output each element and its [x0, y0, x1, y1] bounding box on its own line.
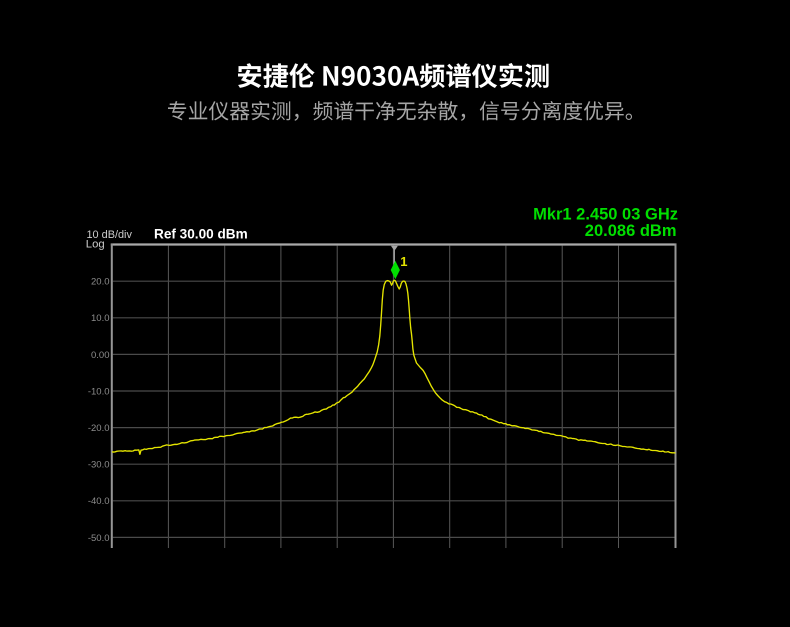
svg-text:-40.0: -40.0 — [88, 496, 110, 507]
svg-text:Log: Log — [86, 238, 105, 250]
svg-text:-10.0: -10.0 — [88, 386, 110, 397]
svg-text:10.0: 10.0 — [91, 313, 110, 324]
svg-text:1: 1 — [400, 254, 407, 269]
svg-text:Ref 30.00 dBm: Ref 30.00 dBm — [154, 227, 248, 242]
svg-text:20.086 dBm: 20.086 dBm — [585, 222, 677, 240]
svg-text:-30.0: -30.0 — [88, 460, 110, 471]
svg-text:0.00: 0.00 — [91, 350, 110, 361]
svg-text:-20.0: -20.0 — [88, 423, 110, 434]
svg-text:10 dB/div: 10 dB/div — [87, 229, 133, 241]
svg-text:20.0: 20.0 — [91, 277, 110, 288]
svg-text:-50.0: -50.0 — [88, 533, 110, 544]
svg-text:Mkr1 2.450 03 GHz: Mkr1 2.450 03 GHz — [533, 205, 678, 223]
